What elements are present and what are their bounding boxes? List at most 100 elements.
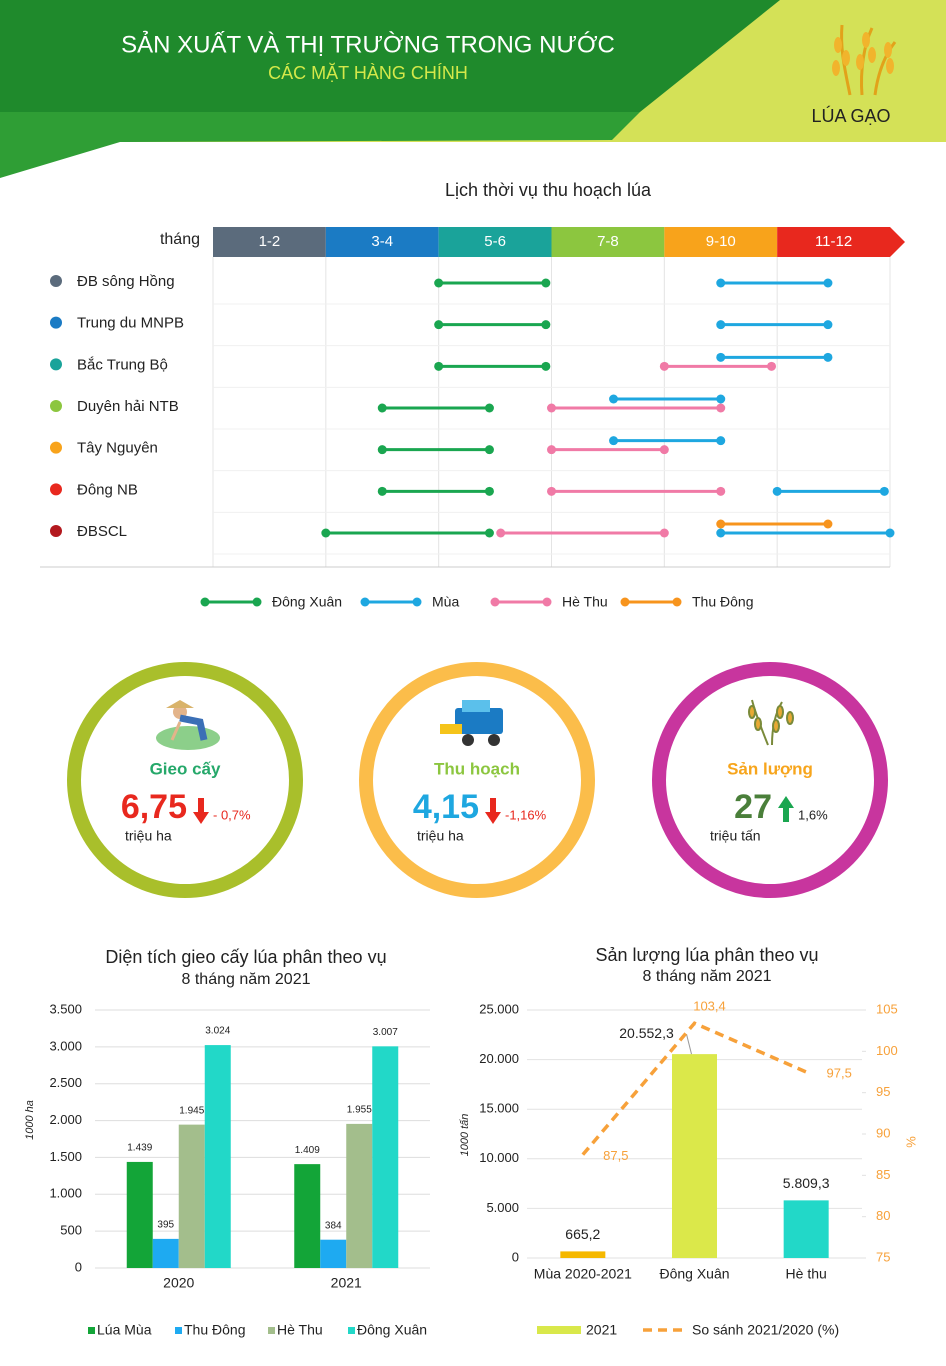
y2-axis-label: % (903, 1136, 918, 1148)
season-start (716, 278, 726, 288)
legend-swatch (537, 1326, 581, 1334)
rice-logo (832, 24, 897, 96)
season-start (716, 320, 726, 330)
y-tick-label: 500 (60, 1223, 82, 1238)
region-label: Bắc Trung Bộ (77, 356, 168, 373)
season-start (434, 278, 444, 288)
legend-label: Thu Đông (184, 1322, 245, 1338)
period-band (551, 227, 665, 257)
period-band (777, 227, 905, 257)
legend-dot (252, 597, 262, 607)
season-end (716, 403, 726, 413)
header-subtitle: CÁC MẶT HÀNG CHÍNH (268, 63, 468, 83)
kpi-arrow (193, 798, 209, 824)
legend-swatch (268, 1327, 275, 1334)
line-series (581, 1021, 807, 1156)
legend-dot (490, 597, 500, 607)
y-tick-label: 0 (75, 1259, 82, 1274)
period-band (664, 227, 778, 257)
kpi-arrow (778, 796, 794, 822)
kpi-unit: triệu tấn (710, 828, 761, 844)
kpi-title: Thu hoạch (434, 759, 520, 778)
season-start (547, 486, 556, 496)
season-start (609, 436, 619, 446)
region-label: Tây Nguyên (77, 440, 158, 457)
kpi-change: - 0,7% (213, 807, 251, 822)
bar-value-label: 3.007 (373, 1027, 398, 1038)
bar (178, 1124, 205, 1268)
season-start (377, 445, 387, 455)
season-end (484, 486, 494, 496)
season-end (885, 528, 895, 538)
kpi-ring (359, 662, 595, 898)
bar (204, 1045, 231, 1268)
region-label: Đông NB (77, 481, 138, 498)
header-banner (0, 0, 780, 112)
season-end (541, 361, 551, 371)
region-dot (50, 316, 62, 329)
legend-dot (412, 597, 422, 607)
region-dot (50, 525, 62, 537)
bar-value-label: 384 (325, 1220, 342, 1231)
season-end (823, 320, 833, 330)
y2-tick-label: 95 (876, 1084, 890, 1099)
bar (294, 1164, 321, 1268)
y-tick-label: 0 (512, 1249, 519, 1264)
bar (672, 1054, 717, 1258)
period-band (438, 227, 552, 257)
region-label: ĐB sông Hồng (77, 273, 175, 290)
y-tick-label: 3.000 (49, 1038, 82, 1053)
legend-dot (620, 597, 630, 607)
bar-value-label: 665,2 (565, 1226, 600, 1242)
bar-value-label: 395 (157, 1220, 174, 1231)
season-start (659, 361, 669, 371)
line-value-label: 103,4 (693, 999, 726, 1014)
bar (560, 1251, 606, 1258)
region-dot (50, 483, 62, 496)
legend-label: Hè Thu (277, 1322, 323, 1338)
period-label: 5-6 (484, 233, 506, 250)
legend-label: Thu Đông (692, 594, 753, 610)
season-start (772, 486, 782, 496)
season-end (716, 394, 726, 404)
bar-value-label: 3.024 (205, 1026, 230, 1037)
kpi-value: 4,15 (413, 788, 479, 826)
season-end (879, 486, 889, 496)
period-band (213, 227, 326, 257)
y2-tick-label: 100 (876, 1043, 898, 1058)
y-axis-label: 1000 tấn (459, 1114, 471, 1157)
legend-label: 2021 (586, 1322, 617, 1338)
chart-title: Sản lượng lúa phân theo vụ (595, 945, 818, 965)
season-end (484, 445, 494, 455)
line-value-label: 97,5 (827, 1065, 852, 1080)
kpi-arrow (485, 798, 501, 824)
harvester-icon (440, 700, 503, 746)
period-label: 3-4 (371, 233, 393, 250)
x-tick-label: Mùa 2020-2021 (534, 1266, 632, 1282)
legend-swatch (88, 1327, 95, 1334)
calendar-title: Lịch thời vụ thu hoạch lúa (445, 180, 652, 200)
y-tick-label: 25.000 (479, 1001, 519, 1016)
y2-tick-label: 85 (876, 1167, 890, 1182)
region-label: Trung du MNPB (77, 315, 184, 332)
season-start (377, 486, 387, 496)
season-start (716, 352, 726, 362)
season-start (609, 394, 619, 404)
y-tick-label: 3.500 (49, 1001, 82, 1016)
season-end (823, 519, 833, 529)
y-tick-label: 2.000 (49, 1112, 82, 1127)
kpi-title: Gieo cấy (150, 759, 221, 778)
legend-label: Hè Thu (562, 594, 608, 610)
y-tick-label: 1.500 (49, 1149, 82, 1164)
period-label: 7-8 (597, 233, 619, 250)
legend-label: Lúa Mùa (97, 1322, 152, 1338)
legend-label: Mùa (432, 594, 459, 610)
chart-subtitle: 8 tháng năm 2021 (643, 968, 772, 985)
chart-subtitle: 8 tháng năm 2021 (182, 971, 311, 988)
kpi-value: 27 (734, 788, 772, 826)
legend-label: Đông Xuân (272, 594, 342, 610)
season-end (659, 528, 669, 538)
bar (320, 1239, 347, 1268)
kpi-ring (652, 662, 888, 898)
bar-value-label: 5.809,3 (783, 1175, 830, 1191)
